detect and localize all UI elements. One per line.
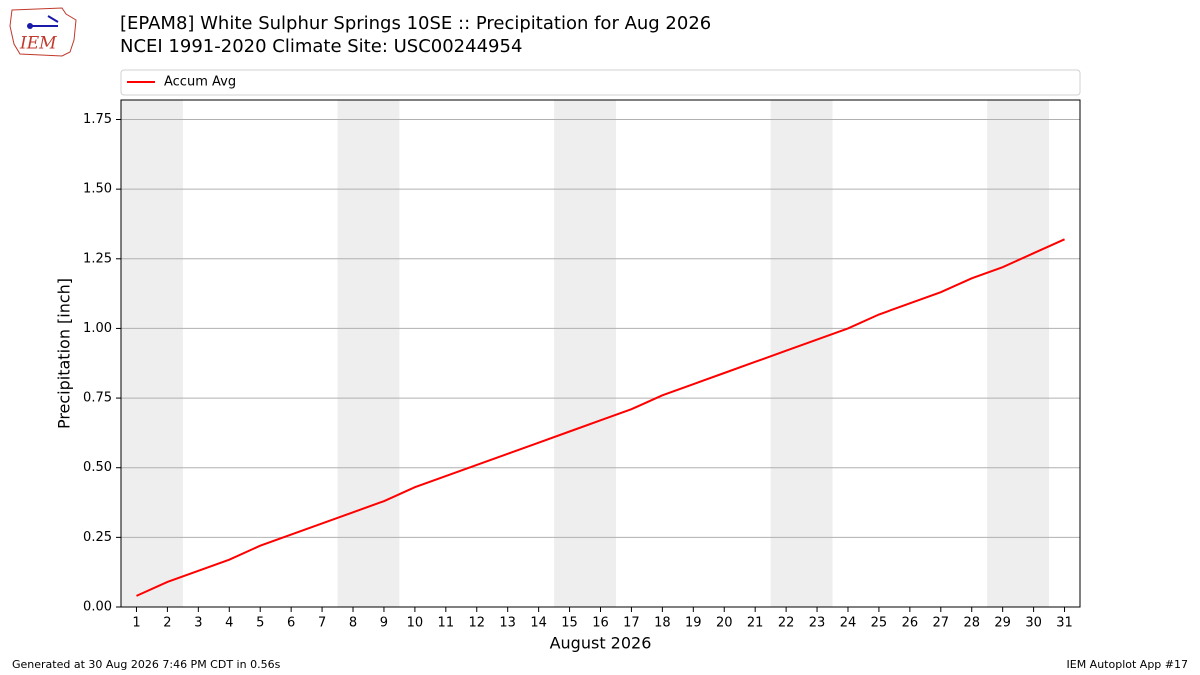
logo: IEM	[9, 7, 77, 57]
x-tick-label: 6	[287, 616, 295, 631]
y-tick-label: 0.00	[83, 600, 112, 615]
x-tick-label: 5	[256, 616, 264, 631]
x-tick-label: 20	[716, 616, 733, 631]
y-tick-label: 0.25	[83, 530, 112, 545]
x-tick-label: 23	[809, 616, 826, 631]
shaded-span	[121, 100, 183, 607]
x-tick-label: 29	[994, 616, 1011, 631]
x-tick-label: 14	[530, 616, 547, 631]
x-tick-label: 16	[592, 616, 609, 631]
x-tick-label: 28	[963, 616, 980, 631]
x-tick-label: 11	[438, 616, 455, 631]
y-tick-label: 1.75	[83, 112, 112, 127]
y-tick-label: 0.50	[83, 460, 112, 475]
data-line	[136, 238, 1065, 597]
x-tick-label: 24	[840, 616, 857, 631]
x-tick-label: 4	[225, 616, 233, 631]
chart-title: [EPAM8] White Sulphur Springs 10SE :: Pr…	[120, 13, 711, 34]
chart-subtitle: NCEI 1991-2020 Climate Site: USC00244954	[120, 36, 522, 57]
x-tick-label: 25	[871, 616, 888, 631]
x-tick-label: 30	[1025, 616, 1042, 631]
legend-box	[120, 69, 1081, 96]
x-tick-label: 12	[468, 616, 485, 631]
x-tick-label: 31	[1056, 616, 1073, 631]
y-tick-label: 0.75	[83, 391, 112, 406]
x-tick-label: 1	[132, 616, 140, 631]
x-tick-label: 8	[349, 616, 357, 631]
logo-text: IEM	[19, 34, 57, 54]
x-tick-label: 22	[778, 616, 795, 631]
x-tick-label: 21	[747, 616, 764, 631]
x-tick-label: 9	[380, 616, 388, 631]
shaded-span	[987, 100, 1050, 607]
shaded-span	[337, 100, 400, 607]
x-tick-label: 15	[561, 616, 578, 631]
x-tick-label: 2	[163, 616, 171, 631]
y-axis-label: Precipitation [inch]	[55, 278, 74, 429]
y-tick-label: 1.00	[83, 321, 112, 336]
x-tick-label: 3	[194, 616, 202, 631]
y-tick-label: 1.50	[83, 182, 112, 197]
y-tick-label: 1.25	[83, 251, 112, 266]
x-tick-label: 7	[318, 616, 326, 631]
x-tick-label: 19	[685, 616, 702, 631]
x-tick-label: 10	[407, 616, 424, 631]
footer-right: IEM Autoplot App #17	[1067, 658, 1189, 671]
x-tick-label: 26	[902, 616, 919, 631]
legend-label: Accum Avg	[164, 75, 236, 90]
x-tick-label: 27	[933, 616, 950, 631]
x-axis-label: August 2026	[550, 634, 652, 653]
footer-left: Generated at 30 Aug 2026 7:46 PM CDT in …	[12, 658, 281, 671]
x-tick-label: 17	[623, 616, 640, 631]
shaded-span	[554, 100, 616, 607]
x-tick-label: 18	[654, 616, 671, 631]
x-tick-label: 13	[499, 616, 516, 631]
plot-frame	[120, 99, 1081, 608]
